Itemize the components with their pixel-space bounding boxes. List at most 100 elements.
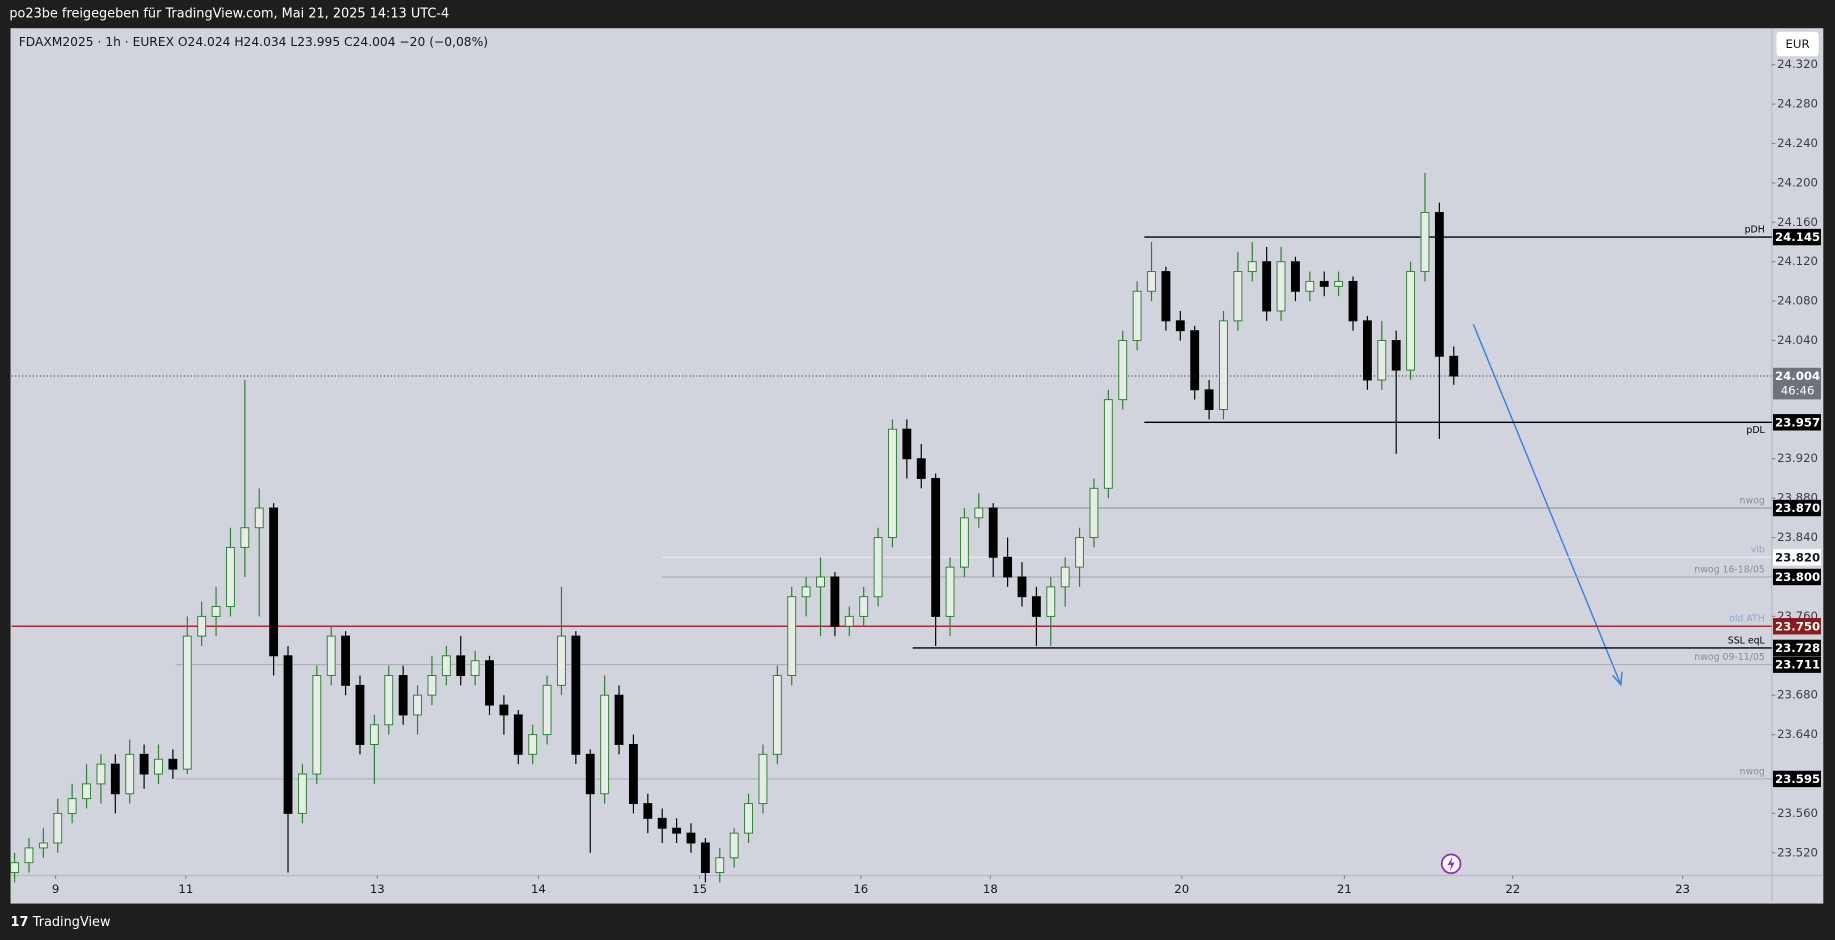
candle-body (283, 655, 293, 814)
candle-body (297, 773, 307, 814)
candle-body (96, 763, 106, 785)
candle-body (1046, 586, 1056, 617)
candle-body (441, 655, 451, 676)
x-tick-label: 22 (1505, 882, 1520, 896)
candle-body (945, 566, 955, 617)
y-tick-label: 24.240 (1777, 136, 1818, 150)
candle-body (844, 615, 854, 627)
candle-body (369, 724, 379, 745)
level-tag-label: 23.870 (1775, 501, 1820, 515)
candle-body (1132, 290, 1142, 341)
currency[interactable]: EUR (1786, 37, 1810, 51)
candle-body (1017, 576, 1027, 598)
candle-body (960, 517, 969, 568)
candle-body (67, 798, 77, 814)
x-tick-label: 20 (1174, 882, 1189, 896)
candle-body (1089, 487, 1099, 539)
candle-body (974, 507, 984, 519)
level-tag (1772, 770, 1821, 788)
header: po23be freigegeben für TradingView.com, … (9, 7, 449, 22)
candle-body (24, 847, 34, 864)
candle-body (888, 428, 897, 539)
level-tag (1772, 618, 1821, 635)
candle-body (816, 576, 825, 588)
candle-body (1262, 261, 1272, 312)
candle-body (197, 615, 207, 637)
candle-body (1377, 340, 1387, 381)
candle-body (643, 803, 653, 819)
candle-body (1190, 330, 1200, 391)
candle-body (1305, 280, 1315, 292)
x-tick-label: 14 (531, 882, 546, 896)
candle-body (542, 684, 552, 736)
candle-body (1103, 399, 1113, 489)
candle-body (1233, 271, 1243, 322)
candle-body (10, 862, 20, 874)
candle-body (1449, 355, 1459, 377)
candle-body (1219, 320, 1228, 410)
candle-body (1319, 280, 1329, 287)
candle-body (585, 753, 595, 795)
projection-arrow (1472, 324, 1622, 686)
candle-body (1118, 340, 1128, 401)
level-tag-label: 23.711 (1775, 658, 1820, 672)
y-tick-label: 24.200 (1777, 175, 1818, 189)
candle-body (398, 675, 408, 716)
candle-body (470, 660, 480, 676)
y-tick-label: 24.160 (1777, 215, 1818, 229)
candle-body (168, 758, 178, 770)
candle-body (571, 635, 581, 755)
candle-body (254, 507, 264, 529)
candle-body (269, 507, 279, 657)
level-name: nwog 09-11/05 (1694, 652, 1765, 663)
candle-body (456, 655, 466, 676)
candle-body (931, 477, 941, 617)
candle-body (916, 458, 926, 479)
footer-logo: 17 (11, 915, 29, 930)
candle-body (1291, 261, 1300, 292)
level-tag-label: 23.595 (1775, 772, 1820, 786)
candle-body (1175, 320, 1185, 332)
candle-body (1060, 566, 1070, 588)
currency-button[interactable] (1776, 31, 1819, 57)
y-tick-label: 24.120 (1777, 254, 1818, 268)
level-tag-label: 23.728 (1775, 641, 1820, 655)
candle-body (715, 857, 725, 874)
candle-body (859, 596, 869, 617)
level-name: old ATH (1729, 614, 1765, 625)
level-tag-label: 23.820 (1775, 550, 1820, 564)
level-tag-label: 23.750 (1775, 619, 1820, 633)
candle-body (1075, 537, 1084, 568)
candle-body (672, 827, 682, 834)
candle-body (1334, 280, 1344, 287)
candle-body (1391, 340, 1401, 371)
level-tag-label: 23.957 (1775, 415, 1820, 429)
y-tick-label: 23.920 (1777, 451, 1818, 465)
candle-body (772, 675, 782, 755)
candle-body (600, 694, 610, 795)
candle-body (1420, 211, 1430, 273)
candle-body (326, 635, 336, 676)
candle-body (413, 694, 422, 716)
candle-body (1003, 556, 1013, 578)
candle-body (82, 783, 91, 800)
candle-body (110, 763, 120, 795)
level-tag (1772, 568, 1821, 586)
candle-body (686, 832, 696, 844)
level-name: nwog 16-18/05 (1694, 564, 1765, 575)
candle-body (139, 753, 149, 775)
current-price-tag (1772, 367, 1821, 400)
y-tick-label: 23.840 (1777, 530, 1818, 544)
y-tick-label: 23.680 (1777, 688, 1818, 702)
candle-body (830, 576, 840, 627)
candle-body (513, 714, 523, 755)
candle-body (125, 753, 135, 795)
candle-body (700, 842, 710, 874)
candle-body (873, 537, 883, 598)
current-price-label: 24.004 (1775, 369, 1820, 383)
candle-body (1161, 271, 1171, 322)
y-tick-label: 23.640 (1777, 727, 1818, 741)
candle-body (1406, 271, 1415, 371)
candle-body (657, 817, 667, 829)
